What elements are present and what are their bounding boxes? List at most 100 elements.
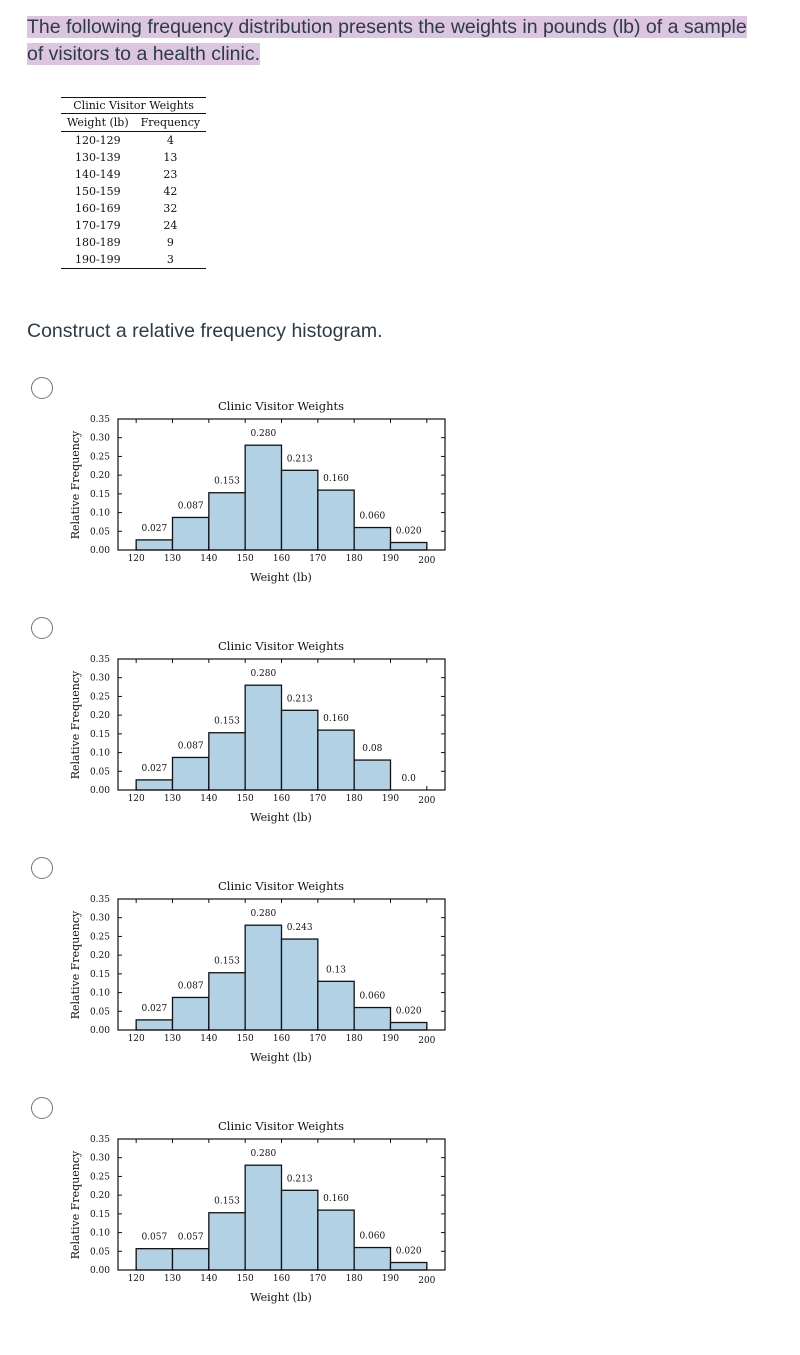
y-tick-label: 0.05 <box>90 767 110 777</box>
bar-value-label: 0.027 <box>141 524 167 534</box>
y-tick-label: 0.00 <box>90 1026 110 1036</box>
bar-value-label: 0.027 <box>141 764 167 774</box>
bar-value-label: 0.243 <box>287 923 313 933</box>
x-tick-label: 180 <box>346 1274 363 1284</box>
histogram-bar <box>244 924 283 1031</box>
weight-cell: 180-189 <box>74 236 121 249</box>
chart-title: Clinic Visitor Weights <box>218 399 344 413</box>
bar-value-label: 0.280 <box>250 909 276 919</box>
y-tick-label: 0.30 <box>90 1154 110 1164</box>
frequency-cell: 32 <box>163 202 178 215</box>
x-tick-label: 160 <box>273 554 290 564</box>
y-tick-label: 0.10 <box>90 749 110 759</box>
bar-value-label: 0.153 <box>214 477 240 487</box>
x-tick-label: 140 <box>200 1274 217 1284</box>
x-tick-label: 170 <box>309 794 326 804</box>
x-axis-label: Weight (lb) <box>250 811 312 824</box>
y-axis-label: Relative Frequency <box>69 430 82 539</box>
histogram-bar <box>353 1006 392 1031</box>
x-tick-label: 120 <box>128 1274 145 1284</box>
histogram-bar <box>171 996 210 1031</box>
answer-option-1[interactable]: Clinic Visitor Weights 0.027 0.087 0.153 0.2… <box>0 377 800 635</box>
radio-button[interactable] <box>31 1097 53 1119</box>
y-tick-label: 0.35 <box>90 655 110 665</box>
x-tick-label: 120 <box>128 1034 145 1044</box>
bar-value-label: 0.0 <box>402 774 417 784</box>
answer-option-4[interactable]: Clinic Visitor Weights 0.057 0.057 0.153 0.2… <box>0 1097 800 1355</box>
y-tick-label: 0.10 <box>90 989 110 999</box>
y-tick-label: 0.05 <box>90 527 110 537</box>
histogram-bar <box>280 709 319 791</box>
table-row: 130-139 13 <box>61 149 206 166</box>
x-tick-label: 150 <box>237 554 254 564</box>
y-tick-label: 0.25 <box>90 452 110 462</box>
frequency-cell: 42 <box>163 185 178 198</box>
histogram-bar <box>317 729 355 791</box>
frequency-cell: 13 <box>163 151 178 164</box>
x-tick-label: 200 <box>418 556 435 566</box>
table-row: 120-129 4 <box>61 132 206 150</box>
frequency-cell: 23 <box>163 168 178 181</box>
histogram-bar <box>317 980 355 1031</box>
bar-value-label: 0.153 <box>214 1197 240 1207</box>
y-tick-label: 0.20 <box>90 711 110 721</box>
histogram-bar <box>280 938 319 1031</box>
x-tick-label: 150 <box>237 1274 254 1284</box>
weight-cell: 150-159 <box>74 185 121 198</box>
y-tick-label: 0.35 <box>90 895 110 905</box>
y-tick-label: 0.05 <box>90 1007 110 1017</box>
bar-value-label: 0.060 <box>359 1232 385 1242</box>
x-tick-label: 120 <box>128 554 145 564</box>
histogram-bar <box>244 1164 283 1271</box>
chart-title: Clinic Visitor Weights <box>218 639 344 653</box>
x-tick-label: 130 <box>164 1274 181 1284</box>
bar-value-label: 0.153 <box>214 957 240 967</box>
x-tick-label: 140 <box>200 1034 217 1044</box>
y-tick-label: 0.20 <box>90 1191 110 1201</box>
y-tick-label: 0.10 <box>90 509 110 519</box>
y-tick-label: 0.35 <box>90 1135 110 1145</box>
bar-value-label: 0.160 <box>323 1194 349 1204</box>
y-tick-label: 0.15 <box>90 490 110 500</box>
answer-option-2[interactable]: Clinic Visitor Weights 0.027 0.087 0.153 0.2… <box>0 617 800 875</box>
x-tick-label: 180 <box>346 554 363 564</box>
y-tick-label: 0.25 <box>90 1172 110 1182</box>
header-weight: Weight (lb) <box>61 114 135 132</box>
table-row: 190-199 3 <box>61 251 207 269</box>
y-tick-label: 0.10 <box>90 1229 110 1239</box>
answer-option-3[interactable]: Clinic Visitor Weights 0.027 0.087 0.153 0.2… <box>0 857 800 1115</box>
x-tick-label: 130 <box>164 554 181 564</box>
x-tick-label: 140 <box>200 794 217 804</box>
histogram-bar <box>208 492 246 551</box>
histogram-chart: Clinic Visitor Weights 0.027 0.087 0.153 0.2… <box>69 399 446 584</box>
histogram-bar <box>389 1021 428 1031</box>
radio-button[interactable] <box>31 617 53 639</box>
y-tick-label: 0.15 <box>90 730 110 740</box>
chart-title: Clinic Visitor Weights <box>218 879 344 893</box>
histogram-bar <box>317 1209 355 1271</box>
x-tick-label: 190 <box>382 1274 399 1284</box>
x-tick-label: 120 <box>128 794 145 804</box>
weight-cell: 120-129 <box>74 134 121 147</box>
radio-button[interactable] <box>31 377 53 399</box>
prompt-text: Construct a relative frequency histogram… <box>27 320 383 342</box>
bar-value-label: 0.280 <box>250 669 276 679</box>
bar-value-label: 0.060 <box>359 992 385 1002</box>
x-tick-label: 150 <box>237 794 254 804</box>
x-tick-label: 200 <box>418 1036 435 1046</box>
y-tick-label: 0.20 <box>90 951 110 961</box>
bar-value-label: 0.060 <box>359 512 385 522</box>
bar-value-label: 0.027 <box>141 1004 167 1014</box>
histogram-bar <box>135 779 174 791</box>
y-tick-label: 0.15 <box>90 1210 110 1220</box>
x-tick-label: 160 <box>273 1034 290 1044</box>
radio-button[interactable] <box>31 857 53 879</box>
frequency-table: Clinic Visitor Weights Weight (lb) Frequ… <box>61 97 207 269</box>
histogram-chart: Clinic Visitor Weights 0.027 0.087 0.153 0.2… <box>69 879 446 1064</box>
x-tick-label: 180 <box>346 794 363 804</box>
bar-value-label: 0.160 <box>323 474 349 484</box>
bar-value-label: 0.020 <box>396 527 422 537</box>
bar-value-label: 0.160 <box>323 714 349 724</box>
x-tick-label: 180 <box>346 1034 363 1044</box>
weight-cell: 130-139 <box>74 151 121 164</box>
